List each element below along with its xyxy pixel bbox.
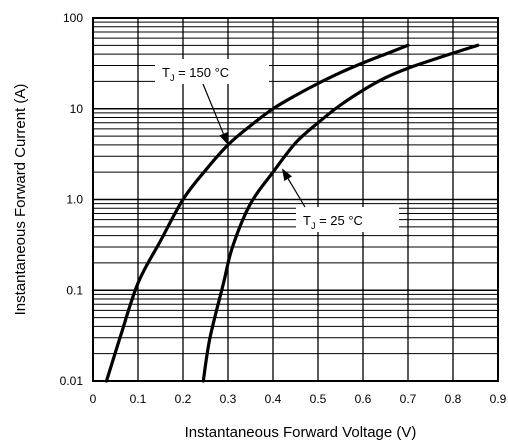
y-axis-label: Instantaneous Forward Current (A) — [12, 84, 29, 316]
x-tick-label: 0.9 — [490, 392, 507, 406]
plot-area — [92, 17, 499, 382]
x-axis-label: Instantaneous Forward Voltage (V) — [185, 424, 417, 441]
annotation-arrowhead — [219, 132, 228, 145]
series-layer — [104, 43, 480, 383]
annotations: TJ = 150 °C TJ = 25 °C — [155, 59, 399, 232]
x-tick-label: 0.4 — [265, 392, 282, 406]
x-tick-label: 0 — [90, 392, 97, 406]
annotation-leader — [202, 83, 224, 134]
x-tick-label: 0.6 — [355, 392, 372, 406]
series-line-tj-25c — [201, 43, 480, 383]
x-tick-label: 0.5 — [310, 392, 327, 406]
x-tick-label: 0.1 — [130, 392, 147, 406]
annotation-text: TJ = 25 °C — [303, 213, 363, 231]
series-line-tj-150c — [104, 43, 410, 383]
x-tick-label: 0.3 — [220, 392, 237, 406]
y-tick-label: 0.1 — [66, 283, 83, 297]
annotation-box — [296, 207, 399, 232]
series-annotation: TJ = 150 °C — [155, 59, 269, 145]
x-tick-label: 0.2 — [175, 392, 192, 406]
annotation-text: TJ = 150 °C — [162, 65, 229, 83]
series-annotation: TJ = 25 °C — [282, 168, 399, 232]
annotation-leader — [287, 178, 306, 208]
y-tick-label: 0.01 — [60, 374, 84, 388]
y-tick-label: 1.0 — [66, 193, 83, 207]
x-tick-label: 0.8 — [445, 392, 462, 406]
annotation-box — [155, 59, 269, 84]
y-tick-label: 100 — [63, 11, 83, 25]
x-tick-label: 0.7 — [400, 392, 417, 406]
annotation-arrowhead — [282, 168, 292, 181]
y-tick-label: 10 — [70, 102, 84, 116]
grid — [93, 18, 498, 381]
tick-labels: 0 0.1 0.2 0.3 0.4 0.5 0.6 0.7 0.8 0.9 0.01 0.1 1.0 10… — [60, 11, 507, 406]
